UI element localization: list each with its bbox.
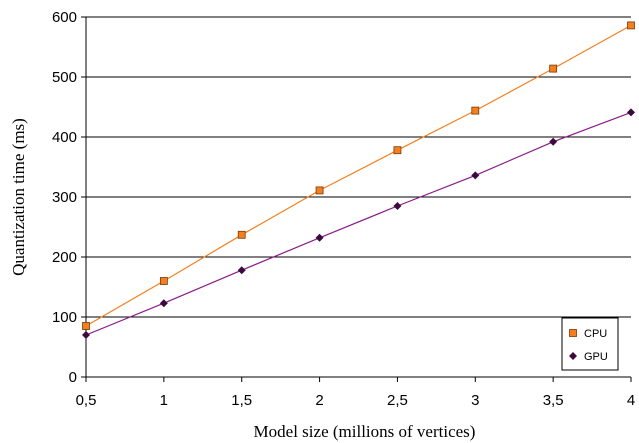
x-tick-labels: 0,5 1 1,5 2 2,5 3 3,5 4 — [76, 377, 635, 409]
data-point-cpu — [471, 106, 480, 115]
data-point-cpu — [549, 64, 558, 73]
data-point-gpu — [549, 137, 558, 146]
series-line-gpu — [85, 111, 632, 336]
x-tick-label: 1 — [160, 392, 168, 409]
x-tick-label: 2 — [315, 392, 323, 409]
x-tick-label: 3 — [471, 392, 479, 409]
y-tick-label: 400 — [52, 129, 77, 146]
data-point-cpu — [237, 230, 246, 239]
x-tick-label: 0,5 — [76, 392, 97, 409]
data-point-gpu — [159, 299, 168, 308]
legend-marker-gpu — [569, 352, 577, 360]
y-tick-label: 0 — [69, 369, 77, 386]
x-axis-title: Model size (millions of vertices) — [254, 422, 476, 441]
data-point-gpu — [315, 233, 324, 242]
y-tick-labels: 0 100 200 300 400 500 600 — [52, 9, 86, 386]
data-point-gpu — [237, 266, 246, 275]
data-point-cpu — [393, 146, 402, 155]
legend: CPU GPU — [561, 317, 619, 371]
legend-box — [561, 317, 619, 371]
y-tick-label: 500 — [52, 69, 77, 86]
data-point-gpu — [393, 202, 402, 210]
y-axis-title: Quantization time (ms) — [9, 118, 28, 276]
data-point-cpu — [315, 186, 324, 195]
legend-marker-cpu — [569, 329, 577, 337]
x-tick-label: 1,5 — [231, 392, 252, 409]
data-point-gpu — [82, 331, 90, 339]
series-line-cpu — [85, 24, 632, 327]
data-point-gpu — [627, 108, 635, 117]
y-tick-label: 600 — [52, 9, 77, 26]
y-tick-label: 100 — [52, 309, 77, 326]
gridlines — [86, 16, 631, 318]
legend-label-gpu: GPU — [584, 351, 608, 363]
x-tick-label: 3,5 — [543, 392, 564, 409]
data-point-cpu — [159, 277, 168, 285]
data-point-gpu — [471, 171, 480, 180]
x-tick-label: 2,5 — [387, 392, 408, 409]
legend-label-cpu: CPU — [584, 328, 607, 340]
series-group — [82, 21, 635, 339]
data-point-cpu — [82, 322, 90, 330]
y-tick-label: 300 — [52, 189, 77, 206]
y-tick-label: 200 — [52, 249, 77, 266]
x-tick-label: 4 — [627, 392, 635, 409]
data-point-cpu — [627, 21, 635, 30]
